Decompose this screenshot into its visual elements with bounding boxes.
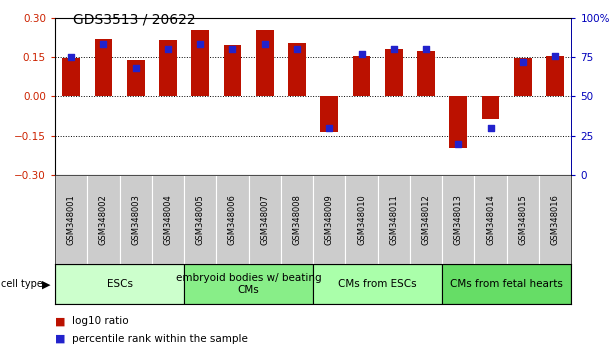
- Bar: [152, 175, 184, 264]
- Text: ▶: ▶: [42, 279, 50, 289]
- Bar: [385, 49, 403, 96]
- Bar: [417, 51, 435, 96]
- Bar: [514, 58, 532, 96]
- Bar: [127, 60, 145, 96]
- Bar: [55, 264, 184, 304]
- Text: GSM348008: GSM348008: [293, 194, 301, 245]
- Bar: [353, 56, 370, 96]
- Bar: [539, 175, 571, 264]
- Point: [98, 42, 108, 47]
- Bar: [475, 175, 507, 264]
- Point: [389, 46, 399, 52]
- Bar: [184, 175, 216, 264]
- Point: [163, 46, 173, 52]
- Text: GSM348010: GSM348010: [357, 194, 366, 245]
- Bar: [442, 264, 571, 304]
- Text: GSM348011: GSM348011: [389, 194, 398, 245]
- Point: [227, 46, 237, 52]
- Text: ■: ■: [55, 334, 65, 344]
- Bar: [410, 175, 442, 264]
- Bar: [87, 175, 120, 264]
- Point: [196, 42, 205, 47]
- Text: ESCs: ESCs: [106, 279, 133, 289]
- Text: GSM348015: GSM348015: [518, 194, 527, 245]
- Bar: [546, 56, 564, 96]
- Bar: [313, 175, 345, 264]
- Text: cell type: cell type: [1, 279, 43, 289]
- Bar: [159, 40, 177, 96]
- Text: GSM348007: GSM348007: [260, 194, 269, 245]
- Point: [66, 54, 76, 60]
- Text: GSM348006: GSM348006: [228, 194, 237, 245]
- Bar: [345, 175, 378, 264]
- Bar: [288, 42, 306, 96]
- Bar: [378, 175, 410, 264]
- Text: GSM348001: GSM348001: [67, 194, 76, 245]
- Text: GSM348005: GSM348005: [196, 194, 205, 245]
- Bar: [184, 264, 313, 304]
- Text: CMs from ESCs: CMs from ESCs: [338, 279, 417, 289]
- Text: GSM348004: GSM348004: [163, 194, 172, 245]
- Point: [486, 125, 496, 131]
- Bar: [249, 175, 281, 264]
- Text: percentile rank within the sample: percentile rank within the sample: [72, 334, 248, 344]
- Point: [453, 141, 463, 147]
- Bar: [62, 58, 80, 96]
- Bar: [216, 175, 249, 264]
- Point: [292, 46, 302, 52]
- Text: CMs from fetal hearts: CMs from fetal hearts: [450, 279, 563, 289]
- Bar: [450, 96, 467, 148]
- Bar: [481, 96, 499, 119]
- Text: GSM348014: GSM348014: [486, 194, 495, 245]
- Bar: [120, 175, 152, 264]
- Point: [551, 53, 560, 58]
- Point: [421, 46, 431, 52]
- Text: embryoid bodies w/ beating
CMs: embryoid bodies w/ beating CMs: [176, 273, 321, 295]
- Text: GSM348013: GSM348013: [454, 194, 463, 245]
- Bar: [507, 175, 539, 264]
- Bar: [55, 175, 87, 264]
- Text: GSM348003: GSM348003: [131, 194, 140, 245]
- Bar: [442, 175, 475, 264]
- Text: GSM348012: GSM348012: [422, 194, 431, 245]
- Bar: [256, 29, 274, 96]
- Text: log10 ratio: log10 ratio: [72, 316, 129, 326]
- Point: [324, 125, 334, 131]
- Text: ■: ■: [55, 316, 65, 326]
- Text: GSM348009: GSM348009: [325, 194, 334, 245]
- Bar: [320, 96, 338, 132]
- Bar: [191, 29, 209, 96]
- Bar: [95, 39, 112, 96]
- Bar: [281, 175, 313, 264]
- Point: [518, 59, 528, 65]
- Point: [131, 65, 141, 71]
- Text: GSM348002: GSM348002: [99, 194, 108, 245]
- Point: [260, 42, 269, 47]
- Text: GDS3513 / 20622: GDS3513 / 20622: [73, 12, 196, 27]
- Point: [357, 51, 367, 57]
- Bar: [313, 264, 442, 304]
- Text: GSM348016: GSM348016: [551, 194, 560, 245]
- Bar: [224, 45, 241, 96]
